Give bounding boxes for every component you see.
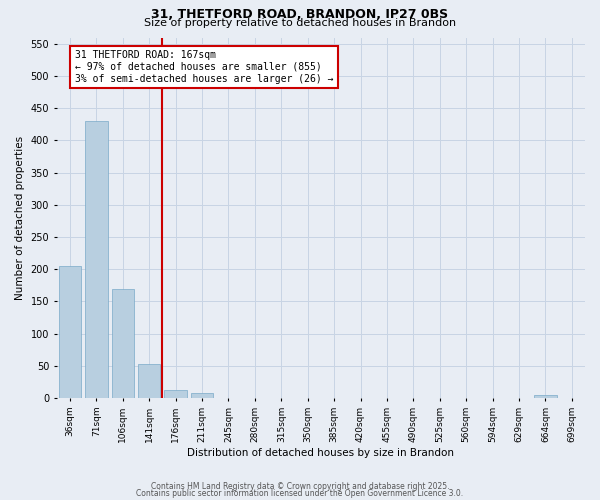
Bar: [164, 390, 187, 398]
X-axis label: Distribution of detached houses by size in Brandon: Distribution of detached houses by size …: [187, 448, 454, 458]
Bar: [191, 393, 213, 398]
Bar: [112, 288, 134, 398]
Text: Size of property relative to detached houses in Brandon: Size of property relative to detached ho…: [144, 18, 456, 28]
Text: 31, THETFORD ROAD, BRANDON, IP27 0BS: 31, THETFORD ROAD, BRANDON, IP27 0BS: [151, 8, 449, 21]
Bar: [138, 364, 160, 398]
Bar: [85, 121, 107, 398]
Y-axis label: Number of detached properties: Number of detached properties: [15, 136, 25, 300]
Bar: [59, 266, 81, 398]
Text: Contains public sector information licensed under the Open Government Licence 3.: Contains public sector information licen…: [136, 489, 464, 498]
Bar: [534, 394, 557, 398]
Text: Contains HM Land Registry data © Crown copyright and database right 2025.: Contains HM Land Registry data © Crown c…: [151, 482, 449, 491]
Text: 31 THETFORD ROAD: 167sqm
← 97% of detached houses are smaller (855)
3% of semi-d: 31 THETFORD ROAD: 167sqm ← 97% of detach…: [75, 50, 333, 84]
